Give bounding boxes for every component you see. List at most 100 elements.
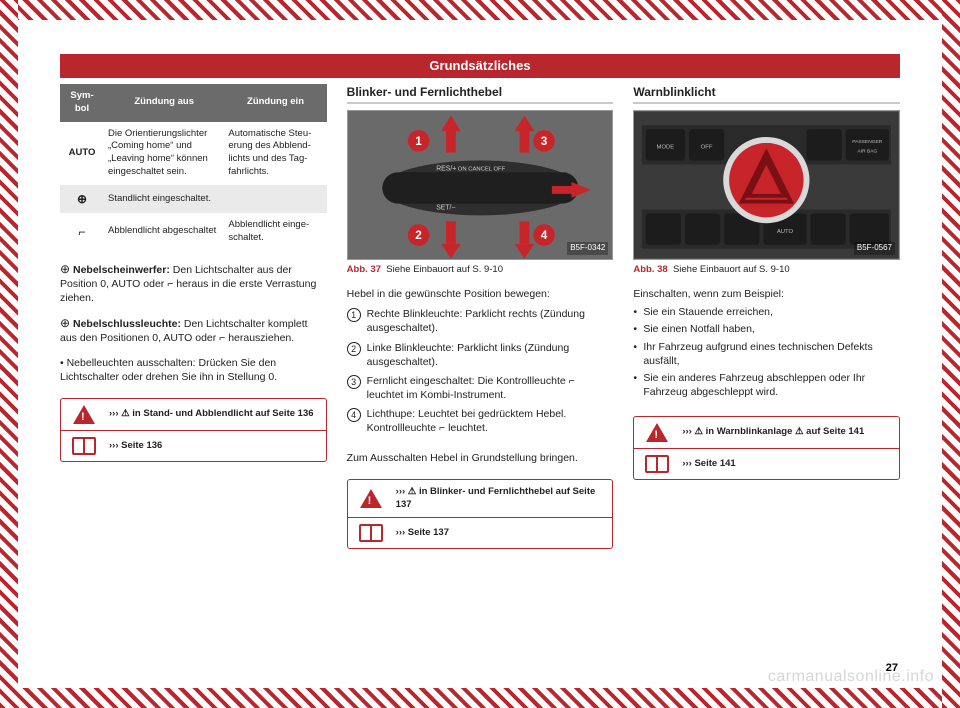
callout-ref-text: ››› Seite 136 [109,440,318,453]
numbered-list: 1 Rechte Blinkleuchte: Parklicht rechts (… [347,307,614,440]
warning-icon [69,405,99,424]
figure-caption-text: Siehe Einbauort auf S. 9-10 [386,264,503,275]
item-text: Fernlicht eingeschaltet: Die Kontrollleu… [367,374,614,402]
callout-warn-row: ››› ⚠ in Warnblinkanlage ⚠ auf Seite 141 [634,417,899,448]
cell-symbol: ⊕ [60,185,104,213]
item-marker: 3 [347,375,361,389]
book-icon [356,524,386,542]
outro-text: Zum Ausschalten Hebel in Grundstellung b… [347,451,614,465]
list-item: Sie einen Notfall haben, [633,322,900,336]
section-heading: Warnblinklicht [633,84,900,104]
list-item: Sie ein Stauende erreichen, [633,305,900,319]
callout-warn-text: ››› ⚠ in Stand- und Abblendlicht auf Sei… [109,408,318,421]
svg-text:OFF: OFF [701,145,713,151]
item-text: Lichthupe: Leuchtet bei gedrücktem He­be… [367,407,614,435]
callout-warn-text: ››› ⚠ in Blinker- und Fernlichthebel auf… [396,486,605,512]
cell-symbol: ⌐ [60,213,104,251]
light-switch-table: Sym- bol Zündung aus Zündung ein AUTO Di… [60,84,327,251]
list-item: 2 Linke Blinkleuchte: Parklicht links (Zü… [347,341,614,369]
cell-off: Die Orientierungs­lichter „Coming ho­me“… [104,122,224,185]
table-row: AUTO Die Orientierungs­lichter „Coming h… [60,122,327,185]
callout-ref-text: ››› Seite 141 [682,458,891,471]
callout-box: ››› ⚠ in Warnblinkanlage ⚠ auf Seite 141… [633,416,900,480]
svg-text:PASSENGER: PASSENGER [853,139,884,145]
svg-text:AUTO: AUTO [777,229,794,235]
svg-text:3: 3 [540,135,547,148]
th-symbol: Sym- bol [60,84,104,122]
para-off: • Nebelleuchten ausschalten: Drücken Sie… [60,356,327,384]
list-item: Ihr Fahrzeug aufgrund eines technischen … [633,340,900,368]
warning-icon [356,489,386,508]
list-item: 4 Lichthupe: Leuchtet bei gedrücktem He­b… [347,407,614,435]
column-1: Sym- bol Zündung aus Zündung ein AUTO Di… [60,84,327,652]
figure-37-svg: RES/+ ON CANCEL OFF SET/− 1 [348,111,613,259]
cell-off: Abblendlicht abge­schaltet [104,213,224,251]
figure-caption: Abb. 38 Siehe Einbauort auf S. 9-10 [633,264,900,277]
callout-ref-text: ››› Seite 137 [396,527,605,540]
item-marker: 2 [347,342,361,356]
intro-text: Einschalten, wenn zum Beispiel: [633,287,900,301]
svg-text:AIR BAG: AIR BAG [858,149,878,155]
svg-text:SET/−: SET/− [436,205,455,212]
column-2: Blinker- und Fernlichthebel RES/+ ON CAN… [347,84,614,652]
callout-box: ››› ⚠ in Stand- und Abblendlicht auf Sei… [60,398,327,462]
watermark: carmanualsonline.info [768,668,934,686]
svg-text:4: 4 [540,229,547,242]
columns: Sym- bol Zündung aus Zündung ein AUTO Di… [60,84,900,652]
svg-text:1: 1 [415,135,422,148]
cell-merged: Standlicht eingeschaltet. [104,185,327,213]
item-text: Rechte Blinkleuchte: Parklicht rechts (Z… [367,307,614,335]
cell-on: Automatische Steu­erung des Abblend­lich… [224,122,326,185]
manual-page: Grundsätzliches Sym- bol Zündung aus Zün… [0,0,960,708]
page-header: Grundsätzliches [60,54,900,78]
table-body: AUTO Die Orientierungs­lichter „Coming h… [60,122,327,251]
item-text: Linke Blinkleuchte: Parklicht links (Zün… [367,341,614,369]
section-heading: Blinker- und Fernlichthebel [347,84,614,104]
cell-on: Abblendlicht einge­schaltet. [224,213,326,251]
svg-text:MODE: MODE [657,145,675,151]
para-bold: Nebelschlussleuchte: [73,318,181,330]
border-top [0,0,960,20]
list-item: 1 Rechte Blinkleuchte: Parklicht rechts (… [347,307,614,335]
fog-icon: ⊕ [60,262,70,276]
figure-id: B5F-0567 [854,242,895,255]
intro-text: Hebel in die gewünschte Position bewegen… [347,287,614,301]
figure-37: RES/+ ON CANCEL OFF SET/− 1 [347,110,614,260]
svg-text:2: 2 [415,229,422,242]
bullet-list: Sie ein Stauende erreichen, Sie einen No… [633,305,900,402]
svg-text:ON CANCEL OFF: ON CANCEL OFF [457,166,505,172]
callout-warn-row: ››› ⚠ in Stand- und Abblendlicht auf Sei… [61,399,326,430]
figure-number: Abb. 37 [347,264,381,275]
figure-caption-text: Siehe Einbauort auf S. 9-10 [673,264,790,275]
callout-ref-row: ››› Seite 137 [348,517,613,548]
figure-id: B5F-0342 [567,242,608,255]
th-on: Zündung ein [224,84,326,122]
cell-symbol: AUTO [60,122,104,185]
column-3: Warnblinklicht MODE OFF PASSENGER AIR BA… [633,84,900,652]
list-item: Sie ein anderes Fahrzeug abschleppen ode… [633,371,900,399]
border-bottom [0,688,960,708]
para-bold: Nebelscheinwerfer: [73,264,170,276]
border-right [942,0,960,708]
para-text: Nebelleuchten ausschalten: Drücken Sie d… [60,357,277,383]
figure-38: MODE OFF PASSENGER AIR BAG AUTO [633,110,900,260]
figure-38-svg: MODE OFF PASSENGER AIR BAG AUTO [634,111,899,259]
callout-ref-row: ››› Seite 136 [61,430,326,461]
svg-text:RES/+: RES/+ [436,165,456,172]
warning-icon [642,423,672,442]
figure-number: Abb. 38 [633,264,667,275]
table-row: ⌐ Abblendlicht abge­schaltet Abblendlich… [60,213,327,251]
callout-warn-row: ››› ⚠ in Blinker- und Fernlichthebel auf… [348,480,613,518]
table-row: ⊕ Standlicht eingeschaltet. [60,185,327,213]
para-rearfog: ⊕ Nebelschlussleuchte: Den Lichtschalter… [60,315,327,345]
rearfog-icon: ⊕ [60,316,70,330]
book-icon [69,437,99,455]
callout-ref-row: ››› Seite 141 [634,448,899,479]
para-foglight: ⊕ Nebelscheinwerfer: Den Lichtschalter a… [60,261,327,306]
figure-caption: Abb. 37 Siehe Einbauort auf S. 9-10 [347,264,614,277]
item-marker: 4 [347,408,361,422]
book-icon [642,455,672,473]
item-marker: 1 [347,308,361,322]
callout-warn-text: ››› ⚠ in Warnblinkanlage ⚠ auf Seite 141 [682,426,891,439]
callout-box: ››› ⚠ in Blinker- und Fernlichthebel auf… [347,479,614,550]
